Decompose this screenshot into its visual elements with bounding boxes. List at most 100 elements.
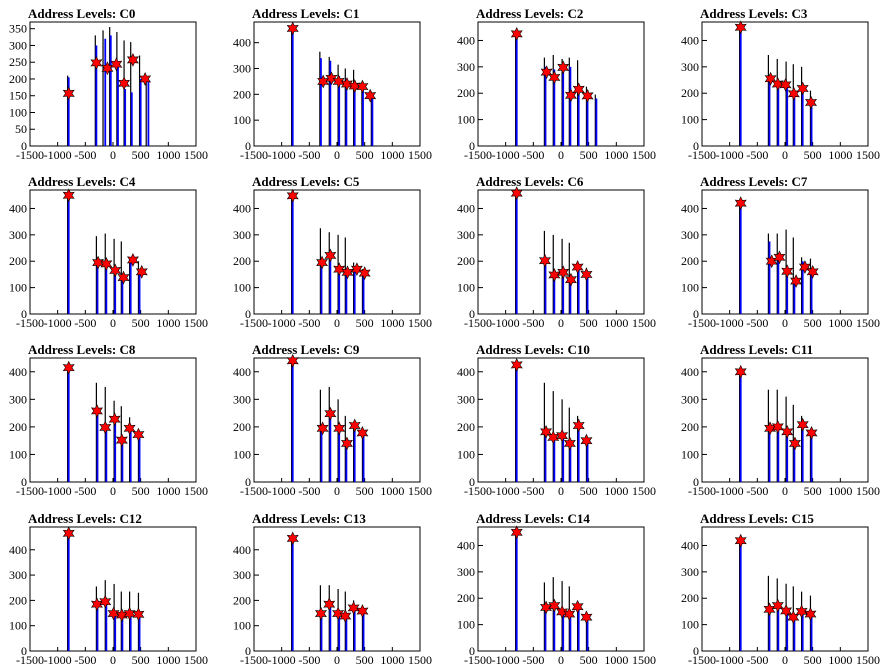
bar-blue [777, 606, 780, 651]
bar-black [801, 66, 803, 146]
bar-blue [114, 418, 117, 482]
y-tick-label: 0 [693, 139, 699, 153]
bar-black [344, 237, 346, 314]
y-tick-label: 100 [233, 619, 251, 633]
chart-title: Address Levels: C0 [28, 6, 136, 21]
bar-black [801, 591, 803, 651]
bar-blue [515, 367, 518, 482]
chart-title: Address Levels: C12 [28, 511, 142, 526]
chart-panel-7: Address Levels: C7 0 100 200 300 400 -1500 -100… [681, 174, 880, 330]
bar-blue [291, 29, 294, 146]
chart-panel-13: Address Levels: C13 0 100 200 300 400 -1500 -10… [233, 511, 432, 667]
star-marker [556, 605, 569, 619]
bar-blue [320, 261, 323, 314]
bar-blue [362, 432, 365, 482]
x-tick-label: -1000 [716, 148, 744, 162]
x-tick-label: -1000 [492, 653, 520, 667]
y-tick-label: 300 [233, 62, 251, 76]
x-tick-label: 1000 [156, 484, 180, 498]
bar-blue [810, 271, 813, 314]
bar-blue [129, 428, 132, 482]
bar-black [291, 537, 293, 651]
bar-black [543, 230, 545, 314]
bar-blue [515, 35, 518, 146]
bar-black [109, 27, 111, 147]
bar-blue [801, 261, 804, 314]
star-marker [773, 250, 786, 265]
bar-black [138, 55, 141, 146]
chart-title: Address Levels: C3 [700, 6, 808, 21]
x-tick-label: 0 [782, 653, 788, 667]
bar-black [67, 75, 69, 146]
x-tick-label: 1500 [632, 316, 656, 330]
bar-black [776, 389, 778, 482]
star-marker [126, 52, 139, 67]
bar-black [353, 600, 355, 651]
star-marker [771, 598, 784, 613]
y-tick-label: 100 [9, 105, 27, 119]
y-tick-label: 300 [681, 392, 699, 406]
y-tick-label: 400 [681, 201, 699, 215]
bar-black [361, 82, 363, 146]
bar-blue [777, 81, 780, 146]
x-tick-label: 1000 [828, 316, 852, 330]
bar-blue [345, 615, 348, 651]
bar-blue [67, 534, 70, 651]
bar-black [337, 234, 339, 314]
bar-blue [67, 77, 70, 146]
bar-blue [544, 258, 547, 314]
plot-frame [477, 21, 645, 147]
bar-black [104, 386, 106, 482]
x-tick-label: -500 [74, 148, 96, 162]
bar-blue [329, 60, 332, 146]
x-tick-label: -1500 [16, 653, 44, 667]
bar-blue [67, 196, 70, 314]
bar-blue [801, 424, 804, 482]
bar-blue [320, 426, 323, 482]
chart-title: Address Levels: C9 [252, 342, 360, 357]
bar-black [137, 592, 140, 651]
x-tick-label: 1000 [604, 316, 628, 330]
star-marker [333, 421, 346, 436]
x-tick-label: -500 [746, 148, 768, 162]
y-tick-label: 300 [457, 565, 475, 579]
bar-blue [553, 273, 556, 314]
bar-blue [320, 58, 322, 146]
bar-black [67, 532, 69, 651]
y-tick-label: 250 [9, 55, 27, 69]
x-tick-label: 0 [334, 148, 340, 162]
bar-black [319, 389, 321, 482]
plot-frame [29, 21, 197, 147]
star-marker [540, 65, 553, 80]
y-tick-label: 100 [457, 113, 475, 127]
chart-svg: 0 100 200 300 400 -1500 -1000 -500 0 500 1000 1500 [681, 20, 880, 162]
bar-black [776, 233, 778, 314]
bar-black [515, 192, 517, 314]
bar-black [337, 399, 339, 482]
bar-black [739, 25, 741, 147]
x-tick-label: 1500 [856, 484, 880, 498]
bar-blue [121, 274, 124, 314]
bar-blue [147, 80, 150, 146]
star-marker [126, 253, 139, 267]
bar-blue [786, 610, 789, 651]
bar-black [801, 257, 803, 314]
bar-blue [577, 266, 580, 314]
y-tick-label: 100 [233, 447, 251, 461]
bar-blue [105, 262, 108, 314]
x-tick-label: 1500 [184, 316, 208, 330]
bar-blue [515, 533, 518, 651]
star-marker [110, 57, 123, 72]
y-tick-label: 300 [457, 60, 475, 74]
bar-blue [569, 614, 572, 651]
bar-blue [95, 45, 98, 146]
bar-blue [569, 277, 572, 314]
bar-blue [777, 254, 780, 314]
star-marker [339, 609, 352, 623]
bar-blue [353, 607, 356, 651]
bar-black [739, 203, 741, 314]
star-marker [316, 421, 329, 436]
chart-svg: 0 100 200 300 400 -1500 -1000 -500 0 500 1000 1500 [233, 21, 432, 162]
bar-blue [345, 78, 348, 146]
bar-blue [801, 611, 804, 651]
